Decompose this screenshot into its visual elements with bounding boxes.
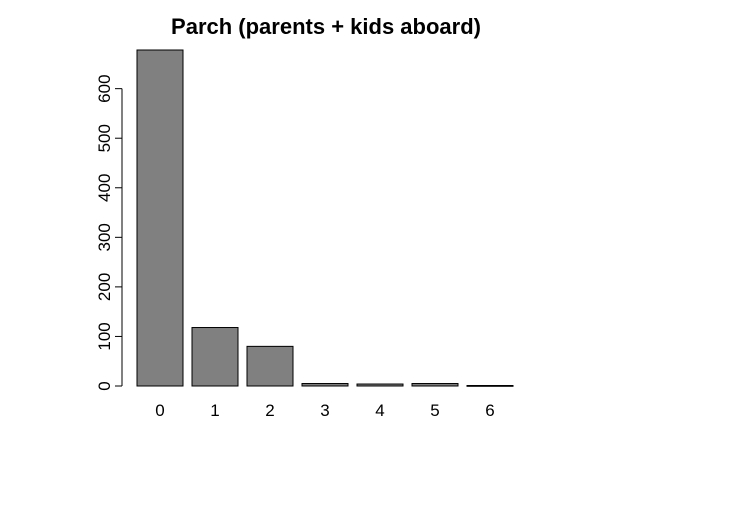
- x-tick-label: 1: [210, 401, 219, 420]
- bar-1: [191, 327, 239, 387]
- y-tick-label: 100: [95, 322, 114, 350]
- bar-4: [356, 383, 404, 387]
- x-tick-label: 2: [265, 401, 274, 420]
- x-tick-label: 6: [485, 401, 494, 420]
- bar-0: [136, 49, 184, 387]
- x-tick-label: 3: [320, 401, 329, 420]
- y-tick-label: 600: [95, 74, 114, 102]
- y-axis: 0 100 200 300 400 500 600: [95, 74, 123, 391]
- x-axis-labels: 0 1 2 3 4 5 6: [155, 401, 494, 420]
- bar-5: [411, 383, 459, 387]
- y-tick-label: 0: [95, 381, 114, 390]
- bars-group: [136, 49, 514, 387]
- x-tick-label: 5: [430, 401, 439, 420]
- x-tick-label: 0: [155, 401, 164, 420]
- x-tick-label: 4: [375, 401, 384, 420]
- bar-6: [466, 385, 514, 387]
- bar-2: [246, 345, 294, 387]
- y-tick-label: 400: [95, 174, 114, 202]
- y-tick-label: 200: [95, 273, 114, 301]
- chart-title: Parch (parents + kids aboard): [171, 14, 481, 39]
- y-tick-label: 500: [95, 124, 114, 152]
- y-tick-label: 300: [95, 223, 114, 251]
- bar-3: [301, 383, 349, 387]
